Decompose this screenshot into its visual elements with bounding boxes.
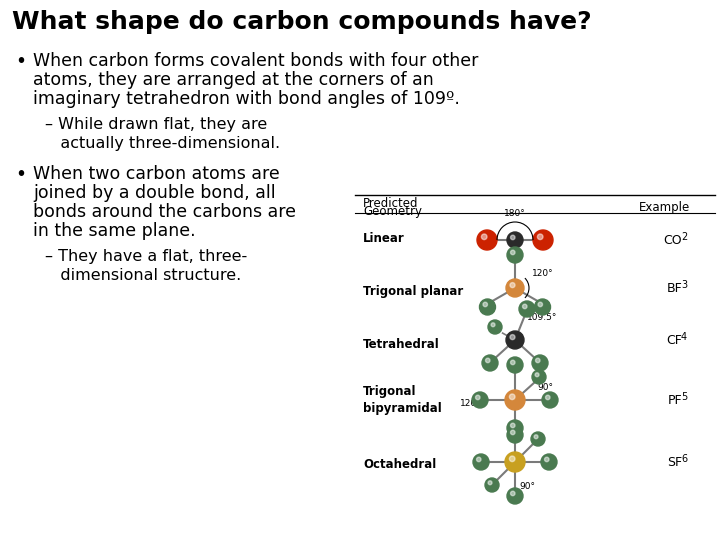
Circle shape xyxy=(534,299,551,315)
Circle shape xyxy=(485,478,499,492)
Circle shape xyxy=(537,234,543,240)
Text: Predicted: Predicted xyxy=(363,197,418,210)
Text: bonds around the carbons are: bonds around the carbons are xyxy=(33,203,296,221)
Text: 6: 6 xyxy=(681,454,687,464)
Text: imaginary tetrahedron with bond angles of 109º.: imaginary tetrahedron with bond angles o… xyxy=(33,90,460,108)
Circle shape xyxy=(510,456,515,462)
Text: – While drawn flat, they are: – While drawn flat, they are xyxy=(45,117,267,132)
Circle shape xyxy=(506,331,524,349)
Circle shape xyxy=(477,457,481,462)
Text: – They have a flat, three-: – They have a flat, three- xyxy=(45,249,247,264)
Circle shape xyxy=(473,454,489,470)
Text: When two carbon atoms are: When two carbon atoms are xyxy=(33,165,280,183)
Circle shape xyxy=(505,452,525,472)
Circle shape xyxy=(533,230,553,250)
Text: When carbon forms covalent bonds with four other: When carbon forms covalent bonds with fo… xyxy=(33,52,478,70)
Circle shape xyxy=(485,358,490,363)
Circle shape xyxy=(506,279,524,297)
Circle shape xyxy=(546,395,550,400)
Circle shape xyxy=(510,430,515,435)
Circle shape xyxy=(480,299,495,315)
Text: Octahedral: Octahedral xyxy=(363,457,436,470)
Circle shape xyxy=(532,355,548,371)
Circle shape xyxy=(505,390,525,410)
Circle shape xyxy=(507,420,523,436)
Text: Trigonal
bipyramidal: Trigonal bipyramidal xyxy=(363,385,442,415)
Circle shape xyxy=(482,234,487,240)
Circle shape xyxy=(531,432,545,446)
Circle shape xyxy=(532,370,546,384)
Text: dimensional structure.: dimensional structure. xyxy=(45,268,241,283)
Text: SF: SF xyxy=(667,456,682,469)
Text: •: • xyxy=(15,52,26,71)
Text: 120°: 120° xyxy=(532,269,554,278)
Circle shape xyxy=(507,232,523,248)
Text: 180°: 180° xyxy=(504,209,526,218)
Text: 109.5°: 109.5° xyxy=(527,313,557,322)
Text: CF: CF xyxy=(666,334,682,347)
Text: CO: CO xyxy=(663,233,682,246)
Text: •: • xyxy=(15,165,26,184)
Circle shape xyxy=(488,481,492,485)
Text: 90°: 90° xyxy=(519,482,535,491)
Text: 90°: 90° xyxy=(537,383,553,392)
Circle shape xyxy=(510,282,515,288)
Circle shape xyxy=(510,394,515,400)
Circle shape xyxy=(535,373,539,377)
Text: Linear: Linear xyxy=(363,233,405,246)
Text: Tetrahedral: Tetrahedral xyxy=(363,339,440,352)
Text: 2: 2 xyxy=(680,232,687,242)
Circle shape xyxy=(542,392,558,408)
Circle shape xyxy=(507,488,523,504)
Circle shape xyxy=(536,358,540,363)
Text: Trigonal planar: Trigonal planar xyxy=(363,286,463,299)
Circle shape xyxy=(491,323,495,327)
Text: 4: 4 xyxy=(681,332,687,342)
Circle shape xyxy=(472,392,488,408)
Circle shape xyxy=(544,457,549,462)
Text: Example: Example xyxy=(639,201,690,214)
Text: PF: PF xyxy=(667,394,682,407)
Circle shape xyxy=(510,360,515,364)
Circle shape xyxy=(507,357,523,373)
Circle shape xyxy=(482,355,498,371)
Circle shape xyxy=(477,230,497,250)
Text: BF: BF xyxy=(666,281,682,294)
Circle shape xyxy=(510,335,515,340)
Text: Geometry: Geometry xyxy=(363,205,422,218)
Text: actually three-dimensional.: actually three-dimensional. xyxy=(45,136,280,151)
Circle shape xyxy=(523,304,527,309)
Text: in the same plane.: in the same plane. xyxy=(33,222,196,240)
Circle shape xyxy=(483,302,487,307)
Circle shape xyxy=(488,320,502,334)
Circle shape xyxy=(507,427,523,443)
Circle shape xyxy=(538,302,542,307)
Circle shape xyxy=(507,247,523,263)
Text: joined by a double bond, all: joined by a double bond, all xyxy=(33,184,276,202)
Circle shape xyxy=(519,301,535,317)
Text: atoms, they are arranged at the corners of an: atoms, they are arranged at the corners … xyxy=(33,71,433,89)
Text: 120°: 120° xyxy=(460,399,482,408)
Circle shape xyxy=(541,454,557,470)
Text: What shape do carbon compounds have?: What shape do carbon compounds have? xyxy=(12,10,592,34)
Text: 5: 5 xyxy=(680,392,687,402)
Circle shape xyxy=(510,491,515,496)
Circle shape xyxy=(534,435,538,438)
Circle shape xyxy=(510,423,515,428)
Text: 3: 3 xyxy=(681,280,687,290)
Circle shape xyxy=(475,395,480,400)
Circle shape xyxy=(510,250,515,255)
Circle shape xyxy=(510,235,515,240)
